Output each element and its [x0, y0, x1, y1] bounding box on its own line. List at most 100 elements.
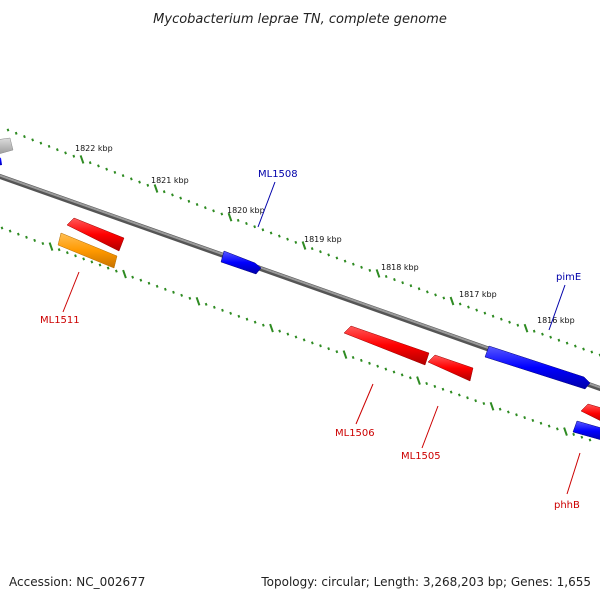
ruler-label: 1822 kbp — [75, 144, 113, 153]
minor-tick — [74, 254, 77, 258]
gene-partial-blue[interactable] — [0, 155, 2, 166]
gene-ml1506[interactable] — [343, 325, 430, 366]
leader-ml1508 — [257, 181, 276, 228]
gene-ml1505[interactable] — [427, 354, 474, 382]
gene-labels: ML1511 ML1508 ML1506 ML1505 pimE phhB — [40, 169, 581, 511]
minor-tick — [516, 323, 520, 327]
gene-pimE[interactable] — [484, 345, 591, 390]
major-tick — [153, 184, 159, 193]
minor-tick — [114, 269, 118, 273]
minor-tick — [57, 248, 61, 252]
label-ml1506[interactable]: ML1506 — [335, 428, 375, 439]
minor-tick — [212, 209, 215, 213]
gene-ml1508[interactable] — [220, 250, 262, 275]
minor-tick — [245, 221, 248, 226]
minor-tick — [88, 161, 92, 165]
major-tick — [523, 323, 529, 333]
ruler-labels: 1822 kbp 1821 kbp 1820 kbp 1819 kbp 1818… — [75, 144, 575, 325]
minor-tick — [457, 393, 461, 397]
minor-tick — [441, 387, 445, 391]
gene-partial-grey[interactable] — [0, 137, 14, 155]
major-tick — [563, 427, 568, 436]
gene-red-upper-left[interactable] — [66, 217, 125, 252]
label-ml1511[interactable]: ML1511 — [40, 315, 80, 326]
minor-tick — [33, 238, 37, 242]
minor-tick — [547, 424, 551, 428]
minor-tick — [417, 287, 421, 291]
minor-tick — [138, 180, 141, 184]
minor-tick — [515, 413, 518, 417]
inner-tick-ring — [0, 226, 592, 442]
minor-tick — [171, 193, 174, 197]
minor-tick — [163, 287, 167, 291]
minor-tick — [14, 131, 18, 135]
label-ml1505[interactable]: ML1505 — [401, 451, 441, 462]
label-phhB[interactable]: phhB — [554, 500, 580, 511]
minor-tick — [47, 144, 51, 148]
ruler-label: 1816 kbp — [537, 316, 575, 325]
minor-tick — [582, 347, 585, 351]
minor-tick — [425, 381, 429, 386]
leader-ml1505 — [421, 405, 439, 449]
minor-tick — [474, 399, 478, 403]
minor-tick — [229, 311, 233, 315]
minor-tick — [98, 263, 102, 267]
minor-tick — [327, 253, 331, 257]
minor-tick — [105, 167, 109, 171]
label-pimE[interactable]: pimE — [556, 272, 581, 283]
ruler-label: 1820 kbp — [227, 206, 265, 215]
ruler-label: 1821 kbp — [151, 176, 189, 185]
minor-tick — [508, 320, 511, 324]
minor-tick — [261, 323, 265, 327]
minor-tick — [499, 317, 503, 321]
minor-tick — [434, 293, 437, 297]
minor-tick — [368, 361, 371, 365]
gene-ml1511[interactable] — [57, 232, 118, 269]
minor-tick — [573, 344, 577, 348]
accession-text: Accession: NC_002677 — [9, 575, 145, 589]
minor-tick — [302, 338, 306, 342]
minor-tick — [572, 432, 576, 436]
gene-phhB[interactable] — [572, 420, 600, 441]
label-ml1508[interactable]: ML1508 — [258, 169, 298, 180]
minor-tick — [376, 364, 380, 368]
minor-tick — [253, 225, 257, 229]
minor-tick — [343, 259, 347, 263]
minor-tick — [221, 308, 224, 312]
major-tick — [342, 350, 348, 359]
minor-tick — [580, 435, 584, 439]
minor-tick — [41, 241, 45, 246]
minor-tick — [179, 196, 183, 200]
minor-tick — [82, 257, 86, 261]
minor-tick — [237, 314, 241, 318]
major-tick — [79, 155, 85, 164]
minor-tick — [466, 396, 469, 400]
outer-tick-ring — [6, 128, 600, 357]
minor-tick — [131, 275, 135, 279]
ruler-label: 1819 kbp — [304, 235, 342, 244]
leader-pimE — [548, 284, 566, 331]
minor-tick — [294, 240, 298, 244]
minor-tick — [203, 206, 207, 210]
minor-tick — [55, 148, 59, 152]
minor-tick — [269, 231, 273, 235]
minor-tick — [408, 376, 412, 380]
minor-tick — [498, 407, 502, 411]
ruler-label: 1818 kbp — [381, 263, 419, 272]
minor-tick — [590, 350, 594, 354]
minor-tick — [531, 418, 535, 422]
gene-partial-red-right[interactable] — [580, 403, 600, 423]
reverse-strand-genes — [57, 217, 600, 441]
minor-tick — [23, 135, 26, 139]
minor-tick — [335, 350, 339, 354]
major-tick — [489, 401, 495, 411]
major-tick — [449, 296, 455, 306]
minor-tick — [409, 284, 413, 288]
minor-tick — [335, 256, 339, 260]
minor-tick — [129, 177, 133, 181]
major-tick — [195, 296, 201, 306]
minor-tick — [64, 151, 67, 155]
minor-tick — [212, 305, 216, 309]
